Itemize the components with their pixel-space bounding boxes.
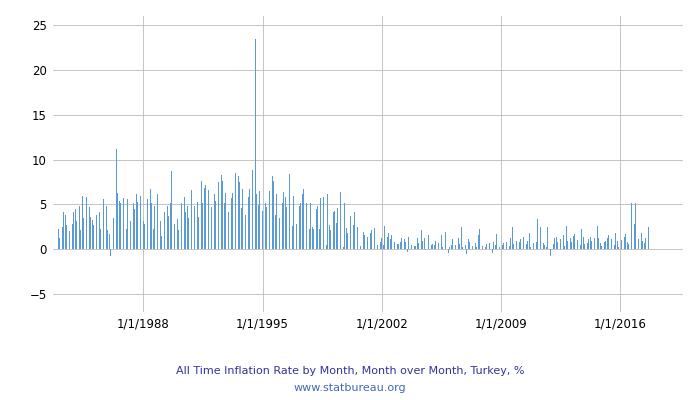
Text: All Time Inflation Rate by Month, Month over Month, Turkey, %: All Time Inflation Rate by Month, Month … <box>176 366 524 376</box>
Text: www.statbureau.org: www.statbureau.org <box>294 383 406 393</box>
